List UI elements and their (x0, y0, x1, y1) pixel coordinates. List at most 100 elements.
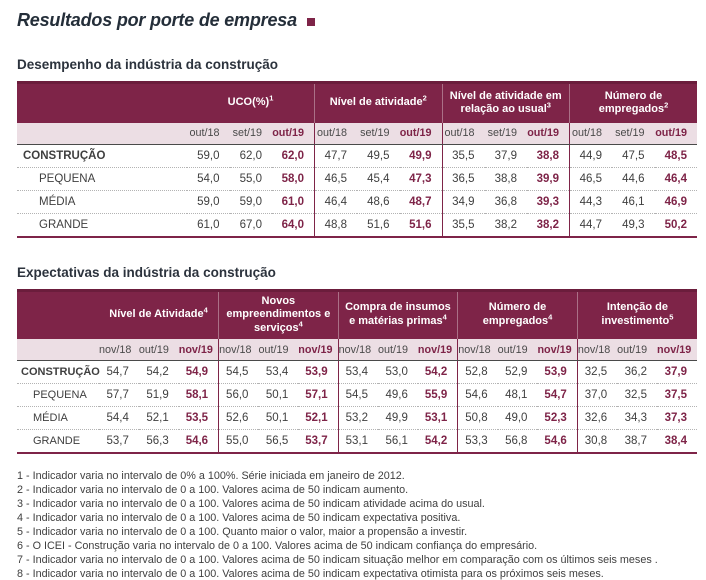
period-label: nov/18 (218, 338, 259, 362)
period-label: out/19 (399, 122, 442, 145)
period-corner-cell (17, 338, 99, 362)
value-cell: 45,4 (357, 167, 400, 191)
value-cell: 38,2 (527, 213, 570, 238)
value-cell: 53,4 (258, 360, 299, 385)
period-label: nov/18 (576, 338, 618, 362)
page-title-row: Resultados por porte de empresa (17, 10, 697, 31)
section-expectativas: Expectativas da indústria da construção … (17, 265, 697, 454)
table-row: GRANDE 61,0 67,0 64,0 48,8 51,6 51,6 35,5 38,2 38… (17, 213, 697, 238)
value-cell: 51,9 (138, 383, 179, 408)
value-cell: 58,1 (178, 383, 219, 408)
value-cell: 34,9 (441, 190, 485, 214)
value-cell: 56,0 (218, 383, 259, 408)
value-cell: 56,5 (258, 429, 299, 454)
period-label: out/19 (138, 338, 179, 362)
column-group-header: Novos empreendimentos e serviços4 (218, 288, 339, 339)
footnote-2: 2 - Indicador varia no intervalo de 0 a … (17, 483, 409, 496)
table-row: PEQUENA 54,0 55,0 58,0 46,5 45,4 47,3 36,5 38,8 3… (17, 167, 697, 191)
value-cell: 37,9 (484, 144, 527, 168)
table-row: MÉDIA 59,0 59,0 61,0 46,4 48,6 48,7 34,9 36,8 39,… (17, 190, 697, 214)
value-cell: 46,5 (569, 167, 612, 191)
row-label: CONSTRUÇÃO (17, 360, 100, 385)
value-cell: 50,1 (258, 383, 299, 408)
table-row: CONSTRUÇÃO 54,7 54,2 54,9 54,5 53,4 53,9 53,4 53… (17, 360, 697, 385)
period-label: nov/18 (99, 338, 139, 362)
value-cell: 36,5 (441, 167, 485, 191)
period-label: out/18 (314, 122, 357, 145)
period-label: out/19 (272, 122, 315, 145)
value-cell: 44,7 (569, 213, 612, 238)
value-cell: 54,0 (187, 167, 230, 191)
row-label: GRANDE (17, 429, 99, 454)
value-cell: 38,8 (527, 144, 570, 168)
header-corner-cell (17, 81, 187, 123)
column-group-header: Número de empregados4 (457, 288, 578, 339)
column-group-header: Compra de insumos e matérias primas4 (337, 288, 458, 339)
footnote-reference: 4 (298, 319, 303, 329)
row-label: MÉDIA (17, 406, 99, 431)
value-cell: 56,1 (378, 429, 418, 454)
value-cell: 53,5 (178, 406, 219, 431)
value-cell: 49,6 (378, 383, 418, 408)
column-group-header: Número de empregados2 (569, 81, 697, 123)
value-cell: 48,1 (497, 383, 538, 408)
footnote-4: 4 - Indicador varia no intervalo de 0 a … (17, 511, 461, 524)
row-label: MÉDIA (17, 190, 187, 214)
period-label: out/18 (187, 122, 230, 145)
period-label: nov/18 (337, 338, 379, 362)
column-group-header: Intenção de investimento5 (576, 288, 697, 339)
value-cell: 50,1 (258, 406, 299, 431)
value-cell: 53,1 (337, 429, 379, 454)
value-cell: 54,6 (537, 429, 578, 454)
section-title-desempenho: Desempenho da indústria da construção (17, 57, 279, 72)
period-label: out/19 (527, 122, 570, 145)
period-label: set/19 (357, 122, 400, 145)
value-cell: 58,0 (272, 167, 315, 191)
value-cell: 59,0 (187, 144, 230, 168)
value-cell: 59,0 (187, 190, 230, 214)
value-cell: 50,2 (654, 213, 697, 238)
value-cell: 53,9 (537, 360, 578, 385)
value-cell: 34,3 (617, 406, 658, 431)
period-label: nov/19 (178, 338, 219, 362)
value-cell: 62,0 (229, 144, 272, 168)
value-cell: 55,9 (417, 383, 458, 408)
period-label: out/18 (569, 122, 612, 145)
table-row: PEQUENA 57,7 51,9 58,1 56,0 50,1 57,1 54,5 49,6 5… (17, 383, 697, 408)
value-cell: 53,1 (417, 406, 458, 431)
value-cell: 54,9 (178, 360, 219, 385)
value-cell: 53,9 (298, 360, 339, 385)
value-cell: 54,6 (178, 429, 219, 454)
value-cell: 36,2 (617, 360, 658, 385)
table-row: MÉDIA 54,4 52,1 53,5 52,6 50,1 52,1 53,2 49,9 53,… (17, 406, 697, 431)
table-row: GRANDE 53,7 56,3 54,6 55,0 56,5 53,7 53,1 56,1 54… (17, 429, 697, 454)
value-cell: 51,6 (357, 213, 400, 238)
value-cell: 62,0 (272, 144, 315, 168)
value-cell: 54,2 (417, 360, 458, 385)
title-marker-square (306, 17, 315, 26)
value-cell: 44,3 (569, 190, 612, 214)
footnote-reference: 2 (422, 93, 427, 103)
column-group-header: UCO(%)1 (187, 81, 315, 123)
footnote-3: 3 - Indicador varia no intervalo de 0 a … (17, 497, 485, 510)
value-cell: 46,5 (314, 167, 357, 191)
column-group-header: Nível de Atividade4 (99, 288, 219, 339)
value-cell: 54,4 (99, 406, 139, 431)
footnote-reference: 1 (269, 93, 274, 103)
value-cell: 38,8 (484, 167, 527, 191)
value-cell: 46,4 (314, 190, 357, 214)
footnote-reference: 5 (669, 312, 674, 322)
period-label: nov/19 (417, 338, 458, 362)
value-cell: 46,9 (654, 190, 697, 214)
value-cell: 32,5 (617, 383, 658, 408)
value-cell: 52,8 (457, 360, 498, 385)
value-cell: 51,6 (399, 213, 442, 238)
table-row: CONSTRUÇÃO 59,0 62,0 62,0 47,7 49,5 49,9 35,5 37… (17, 144, 697, 168)
value-cell: 47,3 (399, 167, 442, 191)
value-cell: 52,1 (138, 406, 179, 431)
row-label: PEQUENA (17, 383, 99, 408)
value-cell: 53,2 (337, 406, 379, 431)
period-label: nov/18 (457, 338, 498, 362)
value-cell: 37,9 (657, 360, 697, 385)
